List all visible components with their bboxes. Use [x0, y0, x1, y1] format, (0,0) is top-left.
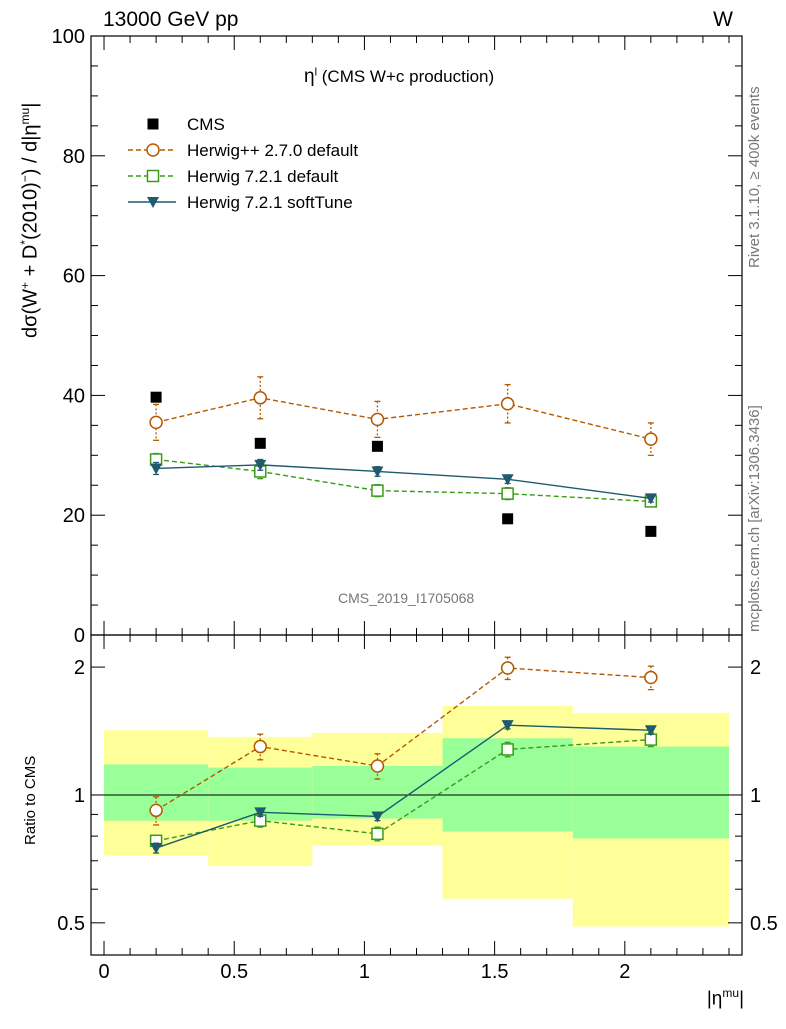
ratio-data-point [253, 739, 268, 754]
main-data-point [644, 432, 658, 446]
main-data-point [370, 412, 385, 427]
ratio-data-point [254, 807, 267, 819]
main-data-point [371, 484, 384, 497]
main-data-point [371, 440, 383, 452]
source-label: mcplots.cern.ch [arXiv:1306.3436] [746, 405, 763, 632]
plot-title-rest: (CMS W+c production) [317, 67, 495, 86]
x-tick-label: 2 [619, 961, 630, 983]
ratio-data-point [644, 725, 657, 737]
main-data-point [254, 459, 267, 471]
main-data-point [254, 437, 266, 449]
main-data-point [502, 513, 514, 525]
main-data-point [500, 397, 515, 411]
y-tick-label: 60 [63, 266, 85, 288]
legend-marker [147, 118, 159, 130]
main-data-point [150, 391, 162, 403]
x-tick-label: 0.5 [220, 961, 248, 983]
ratio-y-tick-label: 0.5 [57, 913, 85, 935]
y-tick-label: 80 [63, 146, 85, 168]
ratio-y-tick-label: 1 [74, 785, 85, 807]
y-tick-label: 40 [63, 385, 85, 407]
legend-marker [146, 143, 160, 157]
ratio-data-point [501, 743, 514, 756]
ratio-data-point [371, 811, 384, 823]
ratio-y-tick-label-right: 2 [750, 657, 761, 679]
main-data-point [501, 487, 514, 500]
main-data-point [149, 415, 163, 430]
main-series-line [155, 397, 652, 440]
legend-label: CMS [187, 115, 225, 134]
main-data-point [371, 466, 384, 478]
main-y-axis-label: dσ(W+ + D*(2010)−) / d|ηmu| [18, 102, 42, 338]
legend-marker [147, 197, 159, 208]
main-data-point [501, 474, 514, 486]
ratio-data-point [371, 827, 384, 841]
ratio-data-point [150, 843, 163, 855]
y-tick-label: 20 [63, 505, 85, 527]
x-tick-label: 1 [359, 961, 370, 983]
x-axis-label: |ηmu| [706, 986, 744, 1010]
beam-label: 13000 GeV pp [103, 8, 239, 31]
main-series-line [156, 464, 651, 500]
legend-label: Herwig++ 2.7.0 default [187, 141, 358, 160]
legend-label: Herwig 7.2.1 softTune [187, 193, 353, 212]
uncertainty-band-inner [572, 746, 729, 839]
rivet-label: Rivet 3.1.10, ≥ 400k events [746, 86, 763, 268]
ratio-data-point [501, 720, 514, 732]
ratio-y-tick-label-right: 1 [750, 785, 761, 807]
plot-title-main: η [304, 66, 315, 87]
main-data-point [253, 391, 268, 405]
main-series-line [156, 458, 651, 503]
ratio-data-point [370, 759, 385, 773]
ratio-data-point [149, 803, 163, 818]
main-data-point [150, 463, 163, 475]
x-tick-label: 1.5 [481, 961, 509, 983]
x-tick-label: 0 [98, 961, 109, 983]
plot-title: ηl (CMS W+c production) [304, 66, 494, 88]
ratio-y-tick-label-right: 0.5 [750, 913, 778, 935]
y-tick-label: 0 [74, 625, 85, 647]
y-tick-label: 100 [52, 26, 85, 48]
plot-title-sup: l [314, 66, 318, 79]
ratio-y-axis-label: Ratio to CMS [22, 755, 39, 845]
analysis-id: CMS_2019_I1705068 [338, 590, 475, 606]
main-data-point [644, 493, 657, 505]
ratio-y-tick-label: 2 [74, 657, 85, 679]
main-data-point [645, 525, 657, 537]
legend-marker [146, 169, 160, 183]
ratio-data-point [644, 670, 658, 685]
legend-label: Herwig 7.2.1 default [187, 167, 338, 186]
ratio-data-point [500, 661, 515, 675]
process-label: W [713, 8, 733, 31]
